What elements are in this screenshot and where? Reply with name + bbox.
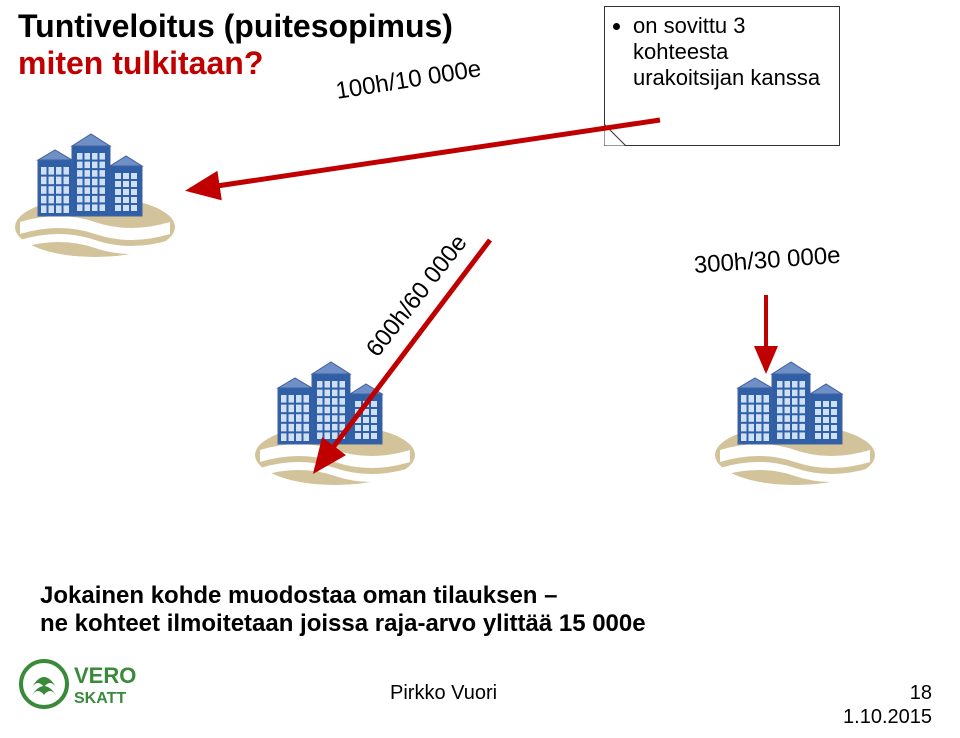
site-site2 — [250, 350, 420, 490]
title-main: Tuntiveloitus (puitesopimus) — [18, 8, 453, 45]
site-site3 — [710, 350, 880, 490]
slide-date: 1.10.2015 — [843, 706, 932, 729]
arrow-a1 — [190, 120, 660, 190]
slide: Tuntiveloitus (puitesopimus) miten tulki… — [0, 0, 960, 738]
note-fold-icon — [604, 124, 626, 146]
arrow-label-a3: 300h/30 000e — [693, 242, 841, 280]
summary-line2: ne kohteet ilmoitetaan joissa raja-arvo … — [40, 610, 646, 638]
note-text: on sovittu 3 kohteesta urakoitsijan kans… — [633, 13, 829, 91]
summary-text: Jokainen kohde muodostaa oman tilauksen … — [40, 582, 646, 638]
site-site1 — [10, 122, 180, 262]
vero-logo: VERO SKATT — [18, 657, 188, 716]
building-cluster-icon — [250, 350, 420, 490]
building-cluster-icon — [710, 350, 880, 490]
agreement-note: on sovittu 3 kohteesta urakoitsijan kans… — [604, 6, 840, 146]
logo-text-top: VERO — [74, 663, 136, 688]
summary-line1: Jokainen kohde muodostaa oman tilauksen … — [40, 582, 646, 610]
logo-text-bottom: SKATT — [74, 690, 126, 707]
building-cluster-icon — [10, 122, 180, 262]
vero-logo-svg: VERO SKATT — [18, 657, 188, 711]
page-number: 18 — [910, 682, 932, 705]
author-name: Pirkko Vuori — [390, 682, 497, 705]
arrow-label-a2: 600h/60 000e — [361, 230, 473, 363]
